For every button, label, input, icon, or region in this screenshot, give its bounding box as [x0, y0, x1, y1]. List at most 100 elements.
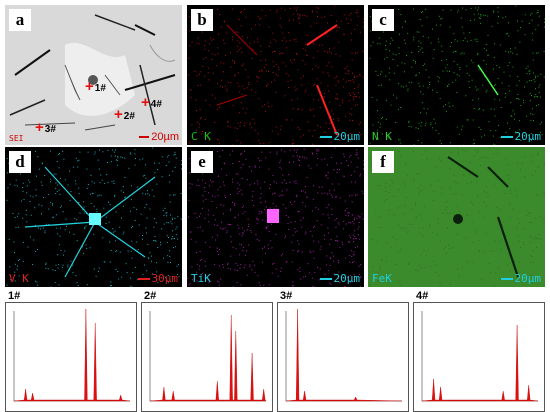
speckle	[238, 32, 239, 33]
speckle	[352, 120, 353, 121]
speckle	[160, 244, 161, 245]
speckle	[191, 239, 192, 240]
speckle	[326, 256, 327, 257]
speckle	[447, 64, 448, 65]
speckle	[459, 134, 460, 135]
speckle	[529, 23, 530, 24]
speckle	[351, 40, 352, 41]
speckle	[148, 257, 149, 258]
speckle	[525, 14, 526, 15]
speckle	[380, 266, 381, 267]
speckle	[474, 108, 475, 109]
speckle	[298, 17, 299, 18]
scale-bar: 20µm	[501, 272, 542, 285]
speckle	[268, 71, 269, 72]
speckle	[516, 85, 517, 86]
speckle	[190, 89, 191, 90]
speckle	[358, 16, 359, 17]
speckle	[37, 156, 38, 157]
speckle	[199, 124, 200, 125]
speckle	[292, 262, 293, 263]
speckle	[299, 16, 300, 17]
speckle	[381, 71, 382, 72]
speckle	[409, 263, 410, 264]
speckle	[300, 267, 301, 268]
speckle	[281, 268, 282, 269]
speckle	[294, 39, 295, 40]
speckle	[121, 190, 122, 191]
speckle	[420, 112, 421, 113]
speckle	[308, 121, 309, 122]
speckle	[502, 83, 503, 84]
speckle	[402, 27, 403, 28]
speckle	[156, 222, 157, 223]
map-panel-n: c N K 20µm	[368, 5, 545, 145]
speckle	[223, 205, 224, 206]
speckle	[242, 207, 243, 208]
speckle	[344, 14, 345, 15]
speckle	[55, 282, 56, 283]
speckle	[248, 219, 249, 220]
speckle	[139, 159, 140, 160]
speckle	[108, 150, 109, 151]
speckle	[251, 171, 252, 172]
speckle	[170, 262, 171, 263]
speckle	[309, 272, 310, 273]
speckle	[259, 98, 260, 99]
speckle	[359, 74, 360, 75]
speckle	[355, 247, 356, 248]
speckle	[255, 234, 256, 235]
speckle	[144, 175, 145, 176]
speckle	[529, 215, 530, 216]
speckle	[370, 30, 371, 31]
speckle	[337, 30, 338, 31]
speckle	[511, 116, 512, 117]
speckle	[265, 15, 266, 16]
speckle	[14, 185, 15, 186]
speckle	[36, 195, 37, 196]
speckle	[322, 45, 323, 46]
speckle	[485, 157, 486, 158]
speckle	[194, 71, 195, 72]
speckle	[416, 269, 417, 270]
speckle	[215, 219, 216, 220]
speckle	[63, 211, 64, 212]
speckle	[357, 104, 358, 105]
speckle	[230, 126, 231, 127]
speckle	[189, 30, 190, 31]
speckle	[108, 182, 109, 183]
speckle	[386, 242, 387, 243]
speckle	[440, 160, 441, 161]
speckle	[462, 195, 463, 196]
speckle	[438, 133, 439, 134]
speckle	[296, 54, 297, 55]
speckle	[156, 184, 157, 185]
speckle	[131, 251, 132, 252]
speckle	[282, 254, 283, 255]
speckle	[336, 218, 337, 219]
speckle	[312, 154, 313, 155]
speckle	[299, 244, 300, 245]
speckle	[467, 41, 468, 42]
speckle	[356, 13, 357, 14]
speckle	[519, 262, 520, 263]
speckle	[386, 119, 387, 120]
speckle	[415, 63, 416, 64]
speckle	[443, 71, 444, 72]
speckle	[334, 6, 335, 7]
speckle	[117, 271, 118, 272]
speckle	[301, 78, 302, 79]
speckle	[225, 197, 226, 198]
speckle	[269, 231, 270, 232]
speckle	[449, 71, 450, 72]
speckle	[360, 217, 361, 218]
speckle	[358, 92, 359, 93]
speckle	[509, 91, 510, 92]
speckle	[230, 154, 231, 155]
speckle	[295, 232, 296, 233]
speckle	[418, 140, 419, 141]
speckle	[345, 210, 346, 211]
speckle	[265, 59, 266, 60]
speckle	[405, 43, 406, 44]
speckle	[197, 264, 198, 265]
